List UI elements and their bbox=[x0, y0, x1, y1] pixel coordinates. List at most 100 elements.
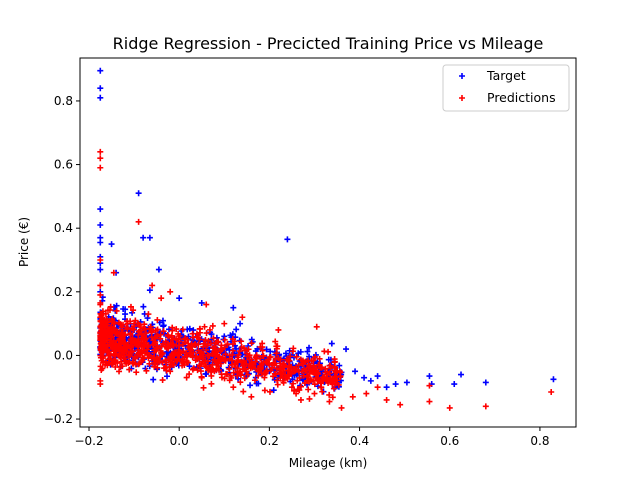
point-predictions bbox=[221, 336, 228, 343]
point-predictions bbox=[374, 384, 381, 391]
point-target bbox=[282, 350, 289, 357]
point-predictions bbox=[167, 353, 174, 360]
point-target bbox=[203, 370, 210, 377]
point-predictions bbox=[208, 364, 215, 371]
point-target bbox=[144, 315, 151, 322]
point-predictions bbox=[258, 364, 265, 371]
point-predictions bbox=[103, 321, 110, 328]
point-predictions bbox=[333, 374, 340, 381]
point-predictions bbox=[244, 371, 251, 378]
point-predictions bbox=[275, 355, 282, 362]
point-predictions bbox=[190, 349, 197, 356]
point-target bbox=[306, 344, 313, 351]
legend-plus-predictions bbox=[459, 95, 465, 101]
point-predictions bbox=[196, 355, 203, 362]
point-predictions bbox=[97, 155, 104, 162]
point-predictions bbox=[173, 326, 180, 333]
point-target bbox=[186, 363, 193, 370]
point-target bbox=[97, 239, 104, 246]
point-target bbox=[550, 376, 557, 383]
point-predictions bbox=[203, 346, 210, 353]
point-predictions bbox=[200, 343, 207, 350]
point-predictions bbox=[306, 395, 313, 402]
point-predictions bbox=[248, 361, 255, 368]
point-predictions bbox=[141, 321, 148, 328]
point-predictions bbox=[97, 354, 104, 361]
point-predictions bbox=[113, 307, 120, 314]
point-predictions bbox=[311, 390, 318, 397]
point-target bbox=[235, 375, 242, 382]
point-predictions bbox=[133, 369, 140, 376]
y-axis-ticks: −0.2 0.0 0.2 0.4 0.6 0.8 bbox=[44, 94, 80, 426]
point-predictions bbox=[426, 398, 433, 405]
point-predictions bbox=[115, 319, 122, 326]
point-predictions bbox=[259, 347, 266, 354]
point-predictions bbox=[135, 346, 142, 353]
point-predictions bbox=[288, 384, 295, 391]
point-predictions bbox=[287, 353, 294, 360]
point-predictions bbox=[110, 324, 117, 331]
point-predictions bbox=[114, 329, 121, 336]
point-predictions bbox=[148, 334, 155, 341]
point-target bbox=[230, 304, 237, 311]
x-tick-label: 0.0 bbox=[170, 434, 189, 448]
point-predictions bbox=[97, 291, 104, 298]
point-predictions bbox=[147, 323, 154, 330]
x-axis-ticks: −0.2 0.0 0.2 0.4 0.6 0.8 bbox=[74, 427, 549, 448]
point-target bbox=[482, 379, 489, 386]
point-predictions bbox=[184, 359, 191, 366]
y-tick-label: 0.6 bbox=[54, 158, 73, 172]
point-predictions bbox=[299, 368, 306, 375]
y-tick-label: 0.0 bbox=[54, 348, 73, 362]
point-target bbox=[164, 373, 171, 380]
point-predictions bbox=[184, 336, 191, 343]
point-predictions bbox=[275, 326, 282, 333]
point-predictions bbox=[338, 404, 345, 411]
point-predictions bbox=[189, 342, 196, 349]
point-predictions bbox=[159, 377, 166, 384]
point-predictions bbox=[274, 377, 281, 384]
point-predictions bbox=[190, 365, 197, 372]
point-predictions bbox=[215, 338, 222, 345]
point-predictions bbox=[286, 373, 293, 380]
point-predictions bbox=[211, 368, 218, 375]
point-predictions bbox=[305, 386, 312, 393]
point-predictions bbox=[230, 369, 237, 376]
point-predictions bbox=[270, 359, 277, 366]
point-target bbox=[392, 381, 399, 388]
point-target bbox=[233, 326, 240, 333]
point-target bbox=[367, 377, 374, 384]
point-predictions bbox=[293, 390, 300, 397]
point-target bbox=[97, 206, 104, 213]
point-predictions bbox=[111, 320, 118, 327]
point-target bbox=[146, 234, 153, 241]
point-predictions bbox=[140, 325, 147, 332]
point-predictions bbox=[234, 354, 241, 361]
point-predictions bbox=[134, 338, 141, 345]
point-predictions bbox=[154, 316, 161, 323]
point-predictions bbox=[97, 256, 104, 263]
point-predictions bbox=[251, 377, 258, 384]
point-predictions bbox=[126, 366, 133, 373]
point-predictions bbox=[210, 345, 217, 352]
point-predictions bbox=[240, 388, 247, 395]
point-target bbox=[176, 295, 183, 302]
point-target bbox=[314, 383, 321, 390]
point-predictions bbox=[310, 362, 317, 369]
point-predictions bbox=[119, 363, 126, 370]
point-predictions bbox=[326, 398, 333, 405]
point-predictions bbox=[230, 384, 237, 391]
point-predictions bbox=[162, 338, 169, 345]
point-predictions bbox=[183, 374, 190, 381]
point-predictions bbox=[200, 384, 207, 391]
chart-title: Ridge Regression - Precicted Training Pr… bbox=[113, 34, 544, 53]
point-predictions bbox=[304, 378, 311, 385]
point-predictions bbox=[158, 295, 165, 302]
point-predictions bbox=[315, 362, 322, 369]
point-predictions bbox=[112, 357, 119, 364]
point-predictions bbox=[109, 316, 116, 323]
point-predictions bbox=[222, 351, 229, 358]
point-predictions bbox=[296, 374, 303, 381]
